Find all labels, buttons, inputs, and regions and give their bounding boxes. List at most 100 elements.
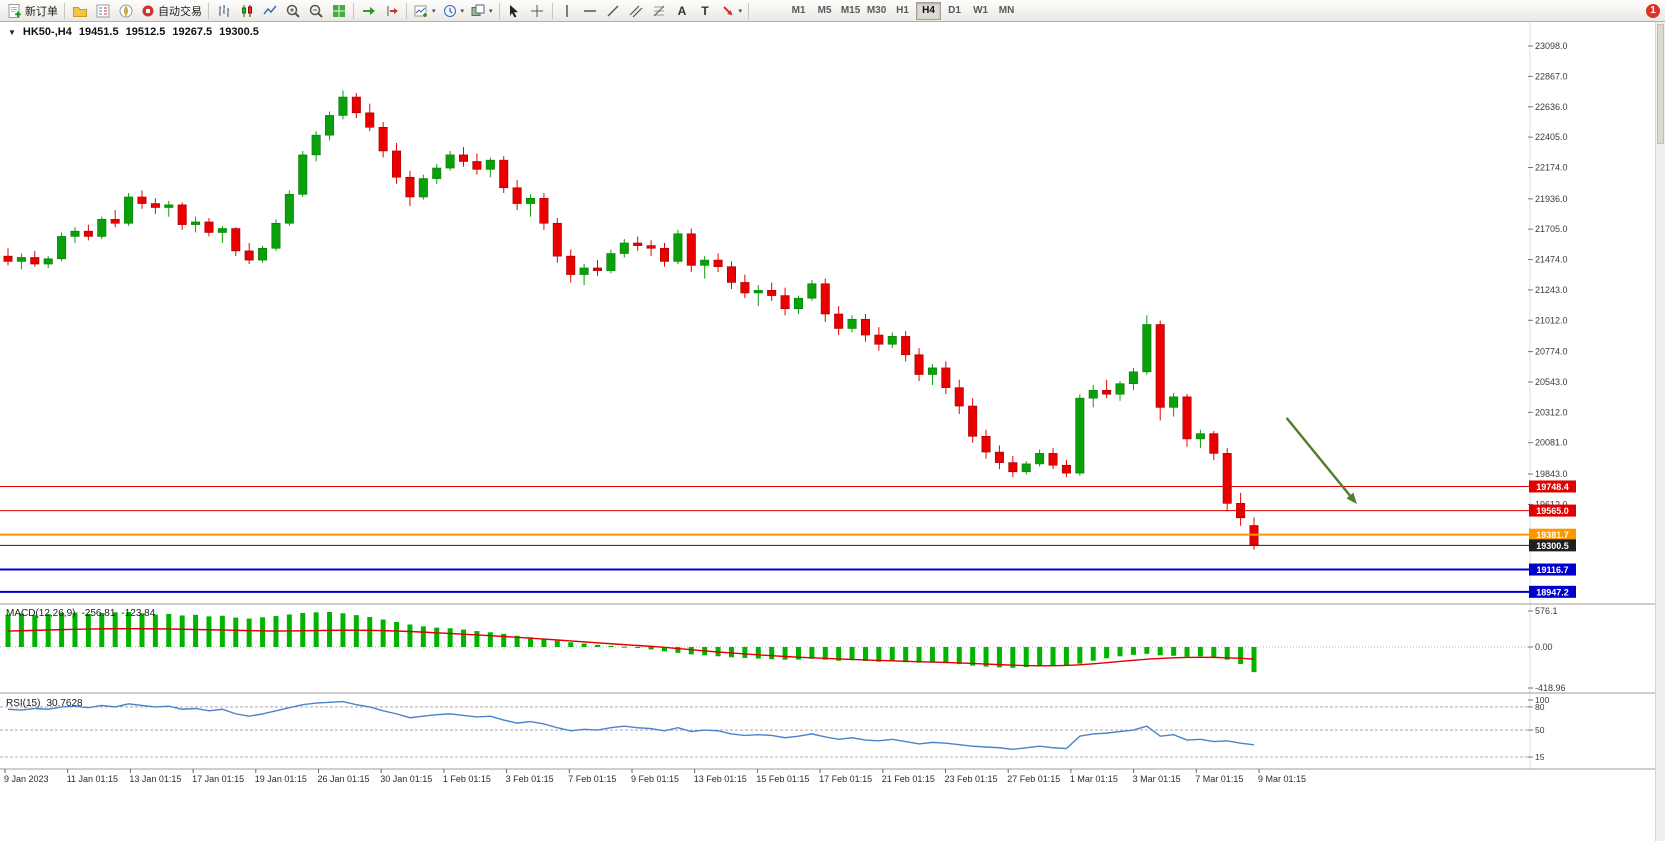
navigator-icon xyxy=(119,4,132,17)
notification-badge[interactable]: 1 xyxy=(1646,3,1660,18)
svg-text:20081.0: 20081.0 xyxy=(1535,438,1568,448)
svg-text:15 Feb 01:15: 15 Feb 01:15 xyxy=(756,774,809,784)
new-chart-button[interactable]: ▾ xyxy=(410,1,439,21)
svg-text:-418.96: -418.96 xyxy=(1535,683,1566,693)
svg-text:21243.0: 21243.0 xyxy=(1535,285,1568,295)
scrollbar-thumb[interactable] xyxy=(1657,24,1664,144)
cursor-button[interactable] xyxy=(503,1,526,21)
svg-text:7 Feb 01:15: 7 Feb 01:15 xyxy=(568,774,616,784)
timeframe-d1-button[interactable]: D1 xyxy=(942,2,967,20)
timeframe-m1-button[interactable]: M1 xyxy=(786,2,811,20)
hline-icon xyxy=(584,9,597,12)
chart-background xyxy=(0,22,1665,841)
trend-arrow-annotation[interactable] xyxy=(1285,417,1357,505)
svg-text:21474.0: 21474.0 xyxy=(1535,255,1568,265)
macd-main-value: -256.81 xyxy=(81,608,116,619)
timeframe-h4-button[interactable]: H4 xyxy=(916,1,942,20)
equidistant-channel-button[interactable] xyxy=(625,1,648,21)
dropdown-caret-icon: ▾ xyxy=(738,7,743,15)
price-level-badge xyxy=(1529,504,1576,517)
auto-scroll-button[interactable] xyxy=(357,1,380,21)
autotrading-icon xyxy=(142,5,154,16)
chart-symbol-header: ▼ HK50-,H4 19451.5 19512.5 19267.5 19300… xyxy=(8,26,259,38)
symbol-label: HK50-,H4 xyxy=(22,26,72,38)
svg-text:22174.0: 22174.0 xyxy=(1535,163,1568,173)
line-chart-button[interactable] xyxy=(258,1,281,21)
ohlc-close: 19300.5 xyxy=(219,26,259,38)
ohlc-low: 19267.5 xyxy=(172,26,213,38)
top-toolbar: 新订单 自动交易 ▾ ▾ ▾ A T ▾ M1 M5 M15 M30 H1 H4 D1 W1 MN 1 xyxy=(0,0,1665,22)
trendline-button[interactable] xyxy=(602,1,625,21)
tile-windows-button[interactable] xyxy=(327,1,350,21)
trendline-icon xyxy=(607,4,619,17)
timeframe-mn-button[interactable]: MN xyxy=(994,2,1019,20)
vertical-scrollbar[interactable] xyxy=(1655,22,1665,841)
rsi-header: RSI(15) 30.7628 xyxy=(6,698,83,709)
candles-layer xyxy=(3,90,1259,550)
autotrading-button[interactable]: 自动交易 xyxy=(137,1,205,21)
dropdown-caret-icon: ▾ xyxy=(432,7,436,15)
charts-profile-button[interactable] xyxy=(68,1,91,21)
chart-canvas: 23098.0 22867.0 22636.0 22405.0 22174.0 21936… xyxy=(0,22,1665,841)
toolbar-separator xyxy=(748,2,750,19)
templates-icon xyxy=(471,4,485,16)
toolbar-separator xyxy=(498,2,500,19)
chart-window: 23098.0 22867.0 22636.0 22405.0 22174.0 21936… xyxy=(0,22,1665,841)
svg-text:1 Feb 01:15: 1 Feb 01:15 xyxy=(443,774,491,784)
fibonacci-button[interactable] xyxy=(648,1,671,21)
timeframe-m30-button[interactable]: M30 xyxy=(864,2,889,20)
horizontal-line-button[interactable] xyxy=(579,1,602,21)
arrows-button[interactable]: ▾ xyxy=(717,1,746,21)
price-axis[interactable]: 23098.0 22867.0 22636.0 22405.0 22174.0 21936… xyxy=(1528,41,1568,509)
svg-text:21 Feb 01:15: 21 Feb 01:15 xyxy=(882,774,935,784)
svg-text:13 Jan 01:15: 13 Jan 01:15 xyxy=(129,774,181,784)
svg-text:26 Jan 01:15: 26 Jan 01:15 xyxy=(318,774,370,784)
svg-text:23 Feb 01:15: 23 Feb 01:15 xyxy=(945,774,998,784)
vertical-line-button[interactable] xyxy=(556,1,579,21)
new-order-label: 新订单 xyxy=(25,5,58,18)
svg-text:20774.0: 20774.0 xyxy=(1535,347,1568,357)
time-axis[interactable]: 9 Jan 2023 11 Jan 01:15 13 Jan 01:15 17 Jan… xyxy=(4,769,1306,784)
market-watch-icon xyxy=(96,4,109,17)
dropdown-caret-icon: ▾ xyxy=(460,7,465,15)
price-level-badge xyxy=(1529,480,1576,493)
chart-dropdown-icon[interactable]: ▼ xyxy=(8,27,16,37)
timeframe-m5-button[interactable]: M5 xyxy=(812,2,837,20)
text-button[interactable]: A xyxy=(671,1,694,21)
dropdown-caret-icon: ▾ xyxy=(489,7,493,15)
new-order-icon xyxy=(8,3,21,18)
svg-text:19 Jan 01:15: 19 Jan 01:15 xyxy=(255,774,307,784)
bar-chart-icon xyxy=(218,4,229,17)
timeframe-h1-button[interactable]: H1 xyxy=(890,2,915,20)
period-button[interactable]: ▾ xyxy=(439,1,468,21)
navigator-button[interactable] xyxy=(114,1,137,21)
templates-button[interactable]: ▾ xyxy=(467,1,496,21)
cursor-icon xyxy=(510,4,519,17)
chart-plot-area[interactable] xyxy=(0,22,1528,600)
chart-shift-button[interactable] xyxy=(380,1,403,21)
svg-text:1 Mar 01:15: 1 Mar 01:15 xyxy=(1070,774,1118,784)
candlestick-chart-button[interactable] xyxy=(235,1,258,21)
svg-text:576.1: 576.1 xyxy=(1535,606,1558,616)
macd-signal-value: -123.84 xyxy=(121,608,156,619)
timeframe-w1-button[interactable]: W1 xyxy=(968,2,993,20)
market-watch-button[interactable] xyxy=(91,1,114,21)
macd-panel[interactable]: 576.1 0.00 -418.96 xyxy=(0,606,1566,693)
svg-text:23098.0: 23098.0 xyxy=(1535,41,1568,51)
bar-chart-button[interactable] xyxy=(212,1,235,21)
new-order-button[interactable]: 新订单 xyxy=(4,1,61,21)
crosshair-button[interactable] xyxy=(526,1,549,21)
toolbar-separator xyxy=(406,2,407,19)
svg-text:19843.0: 19843.0 xyxy=(1535,469,1568,479)
zoom-out-button[interactable] xyxy=(304,1,327,21)
zoom-in-button[interactable] xyxy=(281,1,304,21)
svg-text:19381.7: 19381.7 xyxy=(1536,530,1569,540)
svg-text:22867.0: 22867.0 xyxy=(1535,71,1568,81)
svg-text:19748.4: 19748.4 xyxy=(1536,482,1569,492)
text-label-button[interactable]: T xyxy=(694,1,717,21)
timeframe-m15-button[interactable]: M15 xyxy=(838,2,863,20)
line-chart-icon xyxy=(262,5,277,14)
svg-text:17 Feb 01:15: 17 Feb 01:15 xyxy=(819,774,872,784)
